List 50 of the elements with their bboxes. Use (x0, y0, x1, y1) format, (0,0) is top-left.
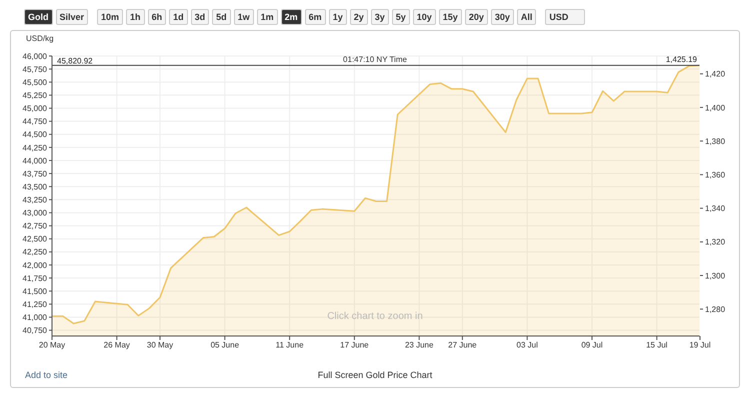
x-tick-label: 30 May (146, 340, 174, 350)
y-tick-label: 43,250 (22, 195, 48, 204)
y-tick-label: 42,250 (22, 248, 48, 257)
ref-line-label: 45,820.92 (57, 56, 94, 66)
y-tick-label: 46,000 (22, 52, 48, 61)
x-tick-label: 05 June (210, 340, 240, 350)
text: Full Screen Gold Price Chart (318, 370, 432, 380)
x-tick-label: 23 June (404, 340, 434, 350)
y2-tick-label: 1,380 (705, 136, 726, 146)
y-tick-label: 42,000 (22, 260, 48, 270)
x-tick-label: 17 June (340, 340, 370, 350)
y-tick-label: 41,750 (22, 274, 48, 283)
y2-tick-label: 1,280 (705, 304, 726, 314)
toolbar: Gold Silver 10m 1h 6h 1d 3d 5d 1w 1m 2m 6m 1y 2y 3y 5y 10y 15y 20y 30y All USD (24, 9, 586, 25)
annotation: 01:47:10 NY Time (343, 55, 407, 64)
y-tick-label: 44,500 (22, 130, 48, 140)
x-tick-label: 11 June (276, 340, 304, 350)
x-tick-label: 09 Jul (581, 340, 603, 350)
y-tick-label: 43,000 (22, 208, 48, 218)
x-tick-label: 26 May (104, 340, 130, 350)
y-tick-label: 42,750 (22, 222, 48, 231)
y-tick-label: 44,000 (22, 156, 48, 166)
y-tick-label: 45,250 (22, 91, 48, 100)
y-tick-label: 41,500 (22, 286, 48, 296)
x-tick-label: 20 May (38, 340, 66, 350)
text: Add to site (25, 370, 68, 380)
y-tick-label: 41,250 (22, 300, 48, 309)
y-tick-label: 43,500 (22, 182, 48, 192)
y-tick-label: 42,500 (22, 234, 48, 244)
y2-tick-label: 1,360 (705, 170, 726, 180)
y-tick-label: 45,750 (22, 64, 48, 74)
annotation: Click chart to zoom in (327, 311, 423, 322)
y-tick-label: 43,750 (22, 169, 48, 178)
x-tick-label: 27 June (448, 340, 478, 350)
y2-tick-label: 1,320 (705, 238, 726, 247)
annotation: 1,425.19 (666, 55, 697, 64)
y2-tick-label: 1,400 (705, 103, 726, 112)
x-tick-label: 19 Jul (689, 340, 711, 350)
y2-tick-label: 1,340 (705, 204, 726, 214)
y-tick-label: 45,000 (22, 104, 48, 114)
y2-tick-label: 1,300 (705, 271, 726, 280)
y-tick-label: 44,250 (22, 143, 48, 152)
y-tick-label: 45,500 (22, 78, 48, 87)
y-tick-label: 41,000 (22, 313, 48, 322)
y-tick-label: 40,750 (22, 326, 48, 336)
x-tick-label: 03 Jul (516, 340, 538, 350)
y-tick-label: 44,750 (22, 117, 48, 126)
x-tick-label: 15 Jul (646, 340, 668, 350)
y-axis-title: USD/kg (26, 34, 54, 43)
y2-tick-label: 1,420 (705, 70, 726, 79)
